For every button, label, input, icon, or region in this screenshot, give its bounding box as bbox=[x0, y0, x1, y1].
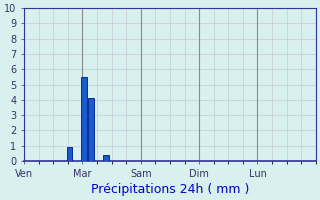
Bar bbox=[88, 98, 94, 161]
Bar bbox=[103, 155, 108, 161]
X-axis label: Précipitations 24h ( mm ): Précipitations 24h ( mm ) bbox=[91, 183, 249, 196]
Bar bbox=[67, 147, 72, 161]
Bar bbox=[81, 77, 87, 161]
